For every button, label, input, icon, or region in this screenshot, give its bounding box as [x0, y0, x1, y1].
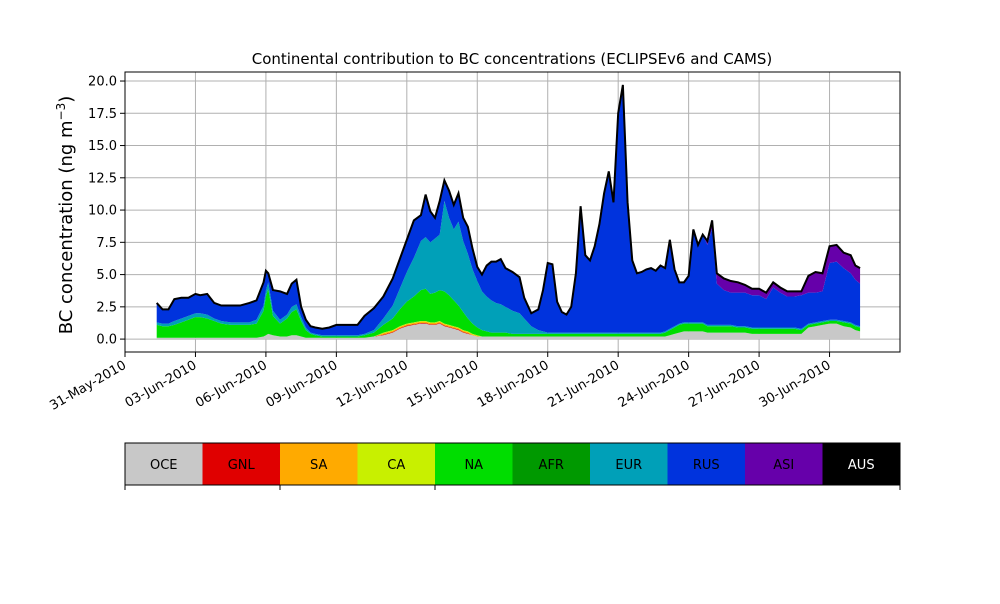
legend-swatch-oce [125, 443, 203, 485]
series-area-eur [156, 201, 861, 337]
y-tick-label: 2.5 [96, 300, 117, 315]
y-tick-label: 20.0 [88, 75, 117, 90]
x-tick-label: 31-May-2010 [47, 358, 129, 414]
legend-label-aus: AUS [848, 458, 875, 473]
legend-swatch-sa [280, 443, 358, 485]
y-axis-label-main: BC concentration (ng m [56, 120, 77, 334]
x-tick-label: 24-Jun-2010 [616, 358, 693, 411]
legend-label-asi: ASI [773, 458, 794, 473]
x-tick-label: 03-Jun-2010 [123, 358, 200, 411]
legend: OCE GNL SA CA NA AFR EUR RUS ASI AUS [124, 442, 901, 490]
y-tick-label: 0.0 [96, 333, 117, 348]
y-tick-label: 10.0 [88, 204, 117, 219]
series-area-rus [156, 84, 861, 336]
legend-label-oce: OCE [150, 458, 178, 473]
x-tick-label: 12-Jun-2010 [334, 358, 411, 411]
y-tick-label: 17.5 [88, 107, 117, 122]
legend-swatch-rus [667, 443, 745, 485]
x-tick-label: 18-Jun-2010 [475, 358, 552, 411]
chart-title: Continental contribution to BC concentra… [252, 50, 773, 68]
x-tick-label: 15-Jun-2010 [404, 358, 481, 411]
y-tick-label: 15.0 [88, 139, 117, 154]
y-axis-label: BC concentration (ng m−3) [54, 96, 77, 335]
x-tick-label: 27-Jun-2010 [686, 358, 763, 411]
legend-label-ca: CA [387, 458, 405, 473]
x-tick-label: 09-Jun-2010 [264, 358, 341, 411]
legend-swatch-ca [357, 443, 435, 485]
y-axis-label-sup: −3 [54, 103, 68, 121]
legend-swatch-gnl [202, 443, 280, 485]
y-tick-label: 12.5 [88, 171, 117, 186]
total-outline [155, 84, 861, 330]
legend-swatch-eur [590, 443, 668, 485]
plot-frame [124, 71, 901, 353]
legend-label-na: NA [464, 458, 483, 473]
series-area-oce [156, 323, 861, 340]
legend-label-sa: SA [310, 458, 327, 473]
legend-label-gnl: GNL [228, 458, 256, 473]
legend-label-eur: EUR [615, 458, 642, 473]
y-tick-label: 5.0 [96, 268, 117, 283]
legend-swatch-na [435, 443, 513, 485]
series-area-na [156, 288, 861, 338]
legend-label-rus: RUS [693, 458, 720, 473]
legend-swatch-aus [822, 443, 900, 485]
y-axis-label-suffix: ) [56, 96, 77, 103]
legend-swatch-asi [745, 443, 823, 485]
x-tick-label: 21-Jun-2010 [545, 358, 622, 411]
y-tick-label: 7.5 [96, 236, 117, 251]
x-tick-label: 30-Jun-2010 [757, 358, 834, 411]
legend-swatch-afr [512, 443, 590, 485]
x-tick-label: 06-Jun-2010 [193, 358, 270, 411]
plot-area: 0.0 2.5 5.0 7.5 10.0 12.5 15.0 17.5 20.0 31-May-2… [47, 71, 901, 414]
legend-frame [124, 442, 901, 486]
legend-label-afr: AFR [539, 458, 564, 473]
